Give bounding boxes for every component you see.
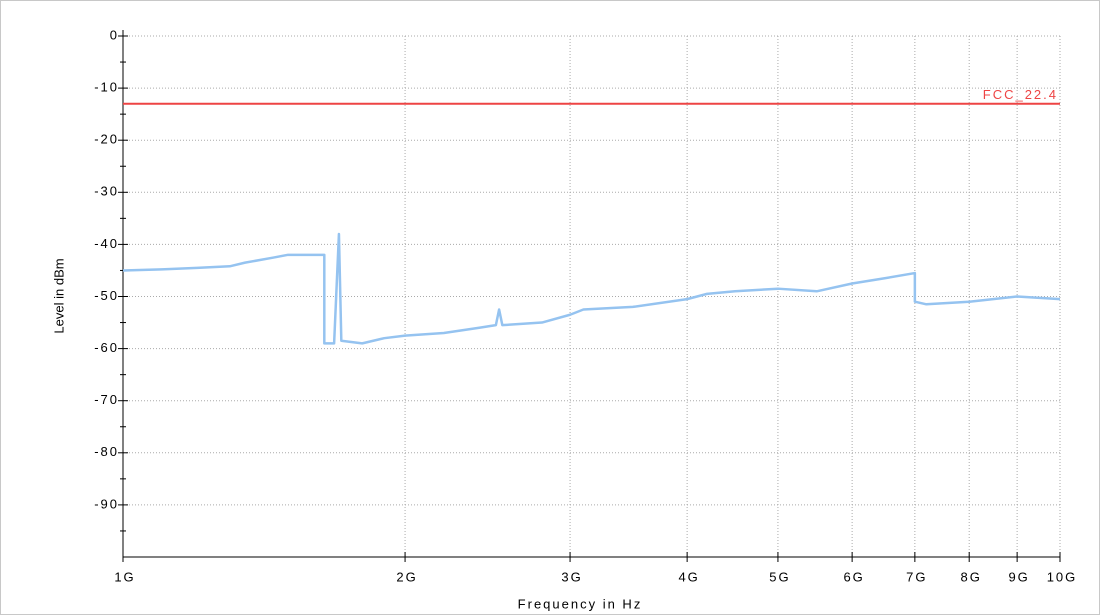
x-tick-label: 5G	[769, 569, 790, 584]
y-tick-label: -60	[94, 340, 119, 355]
y-tick-label: -30	[94, 184, 119, 199]
x-tick-label: 8G	[961, 569, 982, 584]
y-tick-label: -80	[94, 444, 119, 459]
x-tick-label: 7G	[906, 569, 927, 584]
x-tick-label: 3G	[561, 569, 582, 584]
x-tick-label: 4G	[678, 569, 699, 584]
y-axis-label: Level in dBm	[51, 258, 66, 333]
x-axis-label: Frequency in Hz	[518, 596, 643, 611]
x-tick-label: 10G	[1047, 569, 1078, 584]
y-tick-label: -20	[94, 132, 119, 147]
y-tick-label: -70	[94, 392, 119, 407]
x-tick-label: 1G	[114, 569, 135, 584]
trace	[122, 232, 1061, 345]
y-tick-label: -40	[94, 236, 119, 251]
y-tick-label: 0	[110, 27, 119, 42]
x-tick-label: 6G	[843, 569, 864, 584]
limit-line-label: FCC_22.4	[983, 87, 1058, 102]
y-tick-label: -50	[94, 288, 119, 303]
x-tick-label: 9G	[1008, 569, 1029, 584]
x-tick-label: 2G	[396, 569, 417, 584]
y-tick-label: -10	[94, 80, 119, 95]
y-tick-label: -90	[94, 496, 119, 511]
